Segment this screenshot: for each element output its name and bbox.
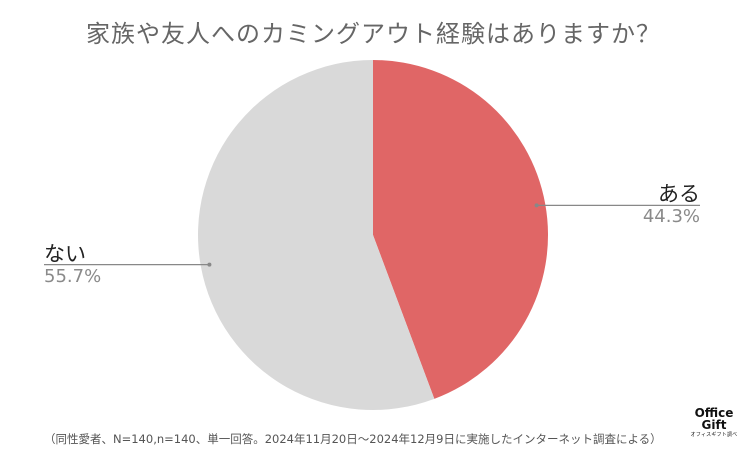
chart-title: 家族や友人へのカミングアウト経験はありますか？ (86, 20, 661, 48)
slice-percent-nai: 55.7% (44, 265, 102, 287)
logo-line2: Gift (701, 418, 727, 432)
pie-slices (198, 60, 549, 411)
leader-dot-1 (207, 262, 212, 267)
leader-dot-0 (534, 203, 539, 208)
survey-note: （同性愛者、N=140,n=140、単一回答。2024年11月20日～2024年… (44, 432, 662, 446)
office-gift-logo: Office Gift オフィスギフト調べ (686, 407, 742, 438)
logo-sub: オフィスギフト調べ (690, 432, 738, 438)
pie-slice-0 (373, 60, 549, 399)
pie-slice-1 (198, 60, 435, 411)
slice-label-nai: ない (44, 241, 86, 266)
logo-line1: Office (694, 406, 734, 420)
leader-lines (44, 203, 700, 267)
slice-percent-aru: 44.3% (642, 206, 700, 228)
slice-label-aru: ある (658, 182, 700, 207)
